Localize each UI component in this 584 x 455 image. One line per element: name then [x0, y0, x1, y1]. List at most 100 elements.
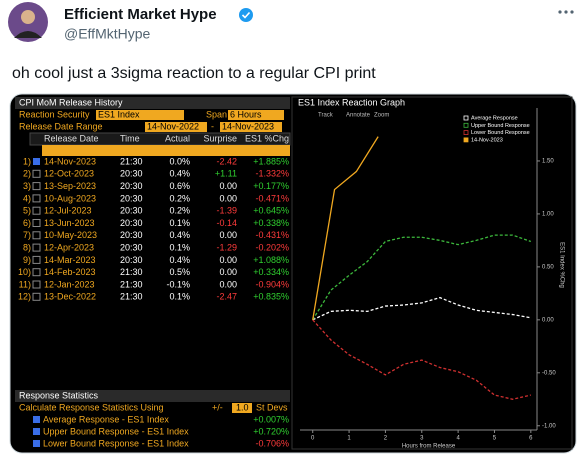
toolbar-button[interactable]: Annotate — [346, 113, 371, 119]
row-checkbox[interactable] — [32, 182, 41, 191]
table-cell: 20:30 — [120, 193, 143, 203]
row-checkbox[interactable] — [32, 243, 41, 252]
row-checkbox[interactable] — [32, 292, 41, 301]
legend-label: Upper Bound Response — [471, 123, 530, 129]
graph-title: ES1 Index Reaction Graph — [298, 97, 405, 107]
row-checkbox[interactable] — [32, 169, 41, 178]
row-checkbox[interactable] — [33, 158, 40, 165]
table-cell: 0.1% — [169, 292, 190, 302]
table-cell: -0.471% — [255, 193, 289, 203]
sd-input: 1.0 — [236, 402, 249, 412]
table-cell: 0.4% — [169, 230, 190, 240]
table-cell: 14-Nov-2023 — [44, 156, 96, 166]
table-cell: 0.0% — [169, 156, 190, 166]
table-cell: -2.47 — [216, 292, 237, 302]
field-label: +/- — [212, 402, 223, 412]
row-checkbox[interactable] — [32, 268, 41, 277]
table-cell: -1.332% — [255, 169, 289, 179]
stat-label: Upper Bound Response - ES1 Index — [43, 426, 189, 436]
y-tick-label: -0.50 — [542, 370, 556, 376]
table-cell: 0.00 — [219, 255, 237, 265]
row-number: 2) — [23, 169, 31, 179]
x-tick-label: 6 — [529, 436, 533, 442]
row-number: 9) — [23, 255, 31, 265]
panel-title-bar — [15, 390, 290, 402]
stat-value: +0.007% — [253, 414, 289, 424]
row-number: 1) — [23, 156, 31, 166]
table-cell: 0.2% — [169, 206, 190, 216]
row-number: 8) — [23, 242, 31, 252]
table-cell: 0.4% — [169, 255, 190, 265]
legend-label: Lower Bound Response — [471, 130, 530, 136]
column-header: ES1 %Chg — [245, 133, 289, 143]
table-cell: 12-Oct-2023 — [44, 169, 94, 179]
legend-swatch — [463, 130, 469, 136]
table-cell: -0.1% — [166, 279, 190, 289]
row-number: 5) — [23, 206, 31, 216]
table-cell: +0.334% — [253, 267, 289, 277]
x-tick-label: 5 — [493, 436, 497, 442]
table-cell: 0.00 — [219, 193, 237, 203]
table-cell: +0.645% — [253, 206, 289, 216]
row-number: 12) — [18, 292, 31, 302]
table-cell: 21:30 — [120, 292, 143, 302]
reaction-graph: ES1 Index Reaction Graph Track Annotate Zoo… — [291, 96, 573, 450]
x-tick-label: 3 — [420, 436, 424, 442]
table-cell: 0.1% — [169, 218, 190, 228]
panel-title-bar — [15, 97, 290, 109]
table-cell: 20:30 — [120, 230, 143, 240]
row-number: 7) — [23, 230, 31, 240]
series-line — [312, 296, 531, 321]
row-checkbox[interactable] — [32, 231, 41, 240]
table-cell: +1.11 — [215, 169, 237, 179]
x-axis-label: Hours from Release — [402, 444, 456, 450]
table-cell: 10-Aug-2023 — [44, 193, 96, 203]
table-cell: +1.885% — [253, 156, 289, 166]
stat-checkbox[interactable] — [33, 440, 40, 447]
table-cell: 0.5% — [169, 267, 190, 277]
column-header: Release Date — [44, 133, 99, 143]
table-cell: 0.00 — [219, 279, 237, 289]
toolbar-button[interactable]: Track — [318, 113, 334, 119]
toolbar-button[interactable]: Zoom — [374, 113, 389, 119]
table-cell: 20:30 — [120, 255, 143, 265]
row-checkbox[interactable] — [32, 206, 41, 215]
stats-title: Response Statistics — [19, 390, 99, 400]
table-cell: 20:30 — [120, 169, 143, 179]
y-tick-label: 1.50 — [542, 159, 554, 165]
table-cell: -0.202% — [255, 242, 289, 252]
user-name[interactable]: Efficient Market Hype — [64, 6, 217, 23]
stat-value: +0.720% — [253, 426, 289, 436]
y-tick-label: -1.00 — [542, 423, 556, 429]
stat-checkbox[interactable] — [33, 428, 40, 435]
input-box — [220, 122, 282, 132]
tweet-text: oh cool just a 3sigma reaction to a regu… — [12, 65, 376, 82]
table-cell: 0.4% — [169, 169, 190, 179]
y-tick-label: 0.50 — [542, 264, 554, 270]
row-checkbox[interactable] — [32, 194, 41, 203]
row-checkbox[interactable] — [32, 280, 41, 289]
table-cell: 0.00 — [219, 181, 237, 191]
table-cell: +0.835% — [253, 292, 289, 302]
input-box — [96, 110, 184, 120]
table-cell: -0.904% — [255, 279, 289, 289]
table-cell: 0.1% — [169, 242, 190, 252]
stat-label: Lower Bound Response - ES1 Index — [43, 438, 189, 448]
table-cell: 20:30 — [120, 218, 143, 228]
row-checkbox[interactable] — [32, 255, 41, 264]
table-cell: -0.14 — [216, 218, 237, 228]
row-checkbox[interactable] — [32, 219, 41, 227]
table-cell: 0.00 — [219, 267, 237, 277]
table-cell: 20:30 — [120, 206, 143, 216]
table-cell: 12-Jul-2023 — [44, 206, 92, 216]
stat-checkbox[interactable] — [33, 416, 40, 423]
avatar-face — [21, 10, 35, 24]
table-cell: 0.00 — [219, 230, 237, 240]
header-band — [42, 145, 290, 156]
column-header: Time — [120, 133, 140, 143]
field-label: Reaction Security — [19, 109, 90, 119]
more-button[interactable] — [558, 10, 574, 14]
field-label: Release Date Range — [19, 121, 103, 131]
table-cell: 12-Apr-2023 — [44, 242, 94, 252]
user-handle[interactable]: @EffMktHype — [64, 26, 151, 42]
